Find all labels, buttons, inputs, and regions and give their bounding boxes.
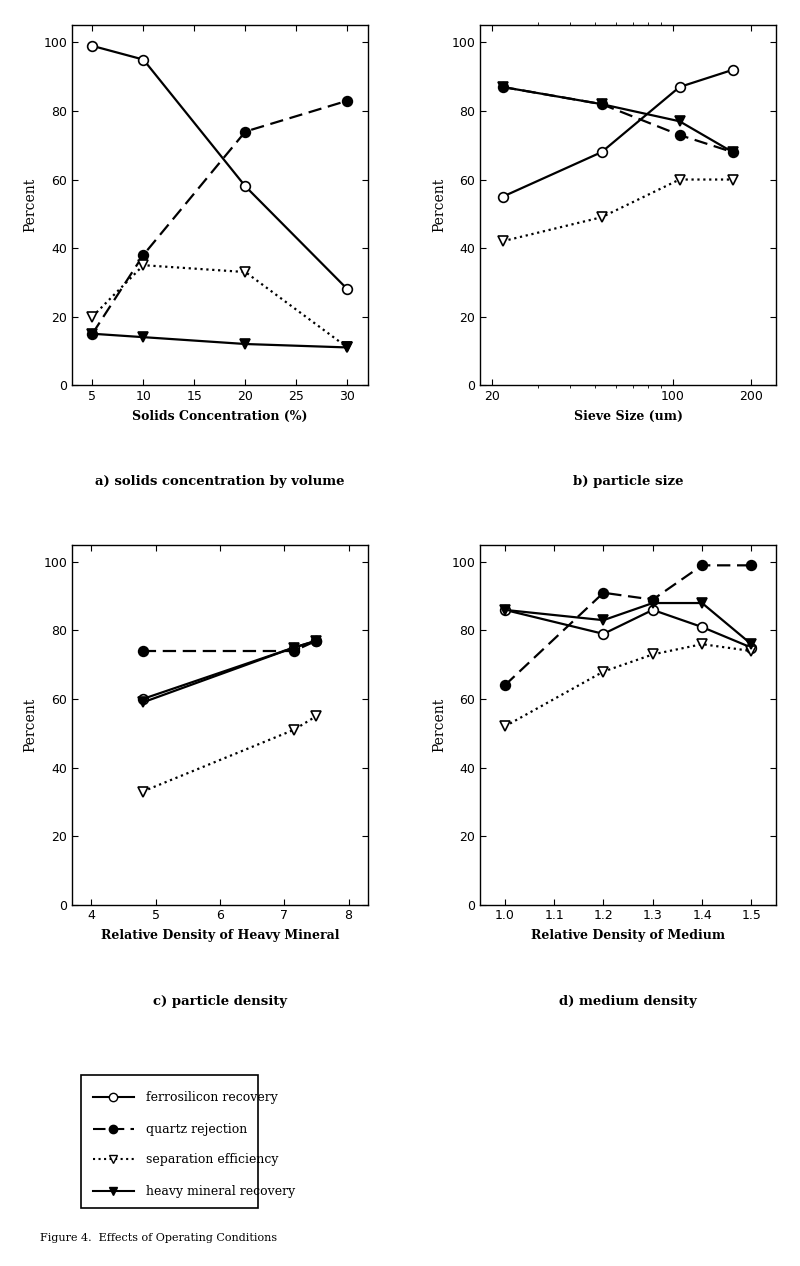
Text: c) particle density: c) particle density <box>153 995 287 1008</box>
X-axis label: Relative Density of Heavy Mineral: Relative Density of Heavy Mineral <box>101 929 339 942</box>
Text: d) medium density: d) medium density <box>559 995 697 1008</box>
Text: Figure 4.  Effects of Operating Conditions: Figure 4. Effects of Operating Condition… <box>40 1233 277 1243</box>
Y-axis label: Percent: Percent <box>24 698 38 752</box>
Text: separation efficiency: separation efficiency <box>146 1153 278 1166</box>
Text: b) particle size: b) particle size <box>573 475 683 489</box>
X-axis label: Solids Concentration (%): Solids Concentration (%) <box>132 410 308 423</box>
Text: quartz rejection: quartz rejection <box>146 1123 247 1136</box>
Text: ferrosilicon recovery: ferrosilicon recovery <box>146 1091 278 1104</box>
Text: a) solids concentration by volume: a) solids concentration by volume <box>95 475 345 489</box>
Y-axis label: Percent: Percent <box>432 179 446 233</box>
Bar <box>81 1075 258 1208</box>
Y-axis label: Percent: Percent <box>24 179 38 233</box>
X-axis label: Relative Density of Medium: Relative Density of Medium <box>531 929 725 942</box>
Text: heavy mineral recovery: heavy mineral recovery <box>146 1185 295 1198</box>
X-axis label: Sieve Size (um): Sieve Size (um) <box>574 410 682 423</box>
Y-axis label: Percent: Percent <box>432 698 446 752</box>
